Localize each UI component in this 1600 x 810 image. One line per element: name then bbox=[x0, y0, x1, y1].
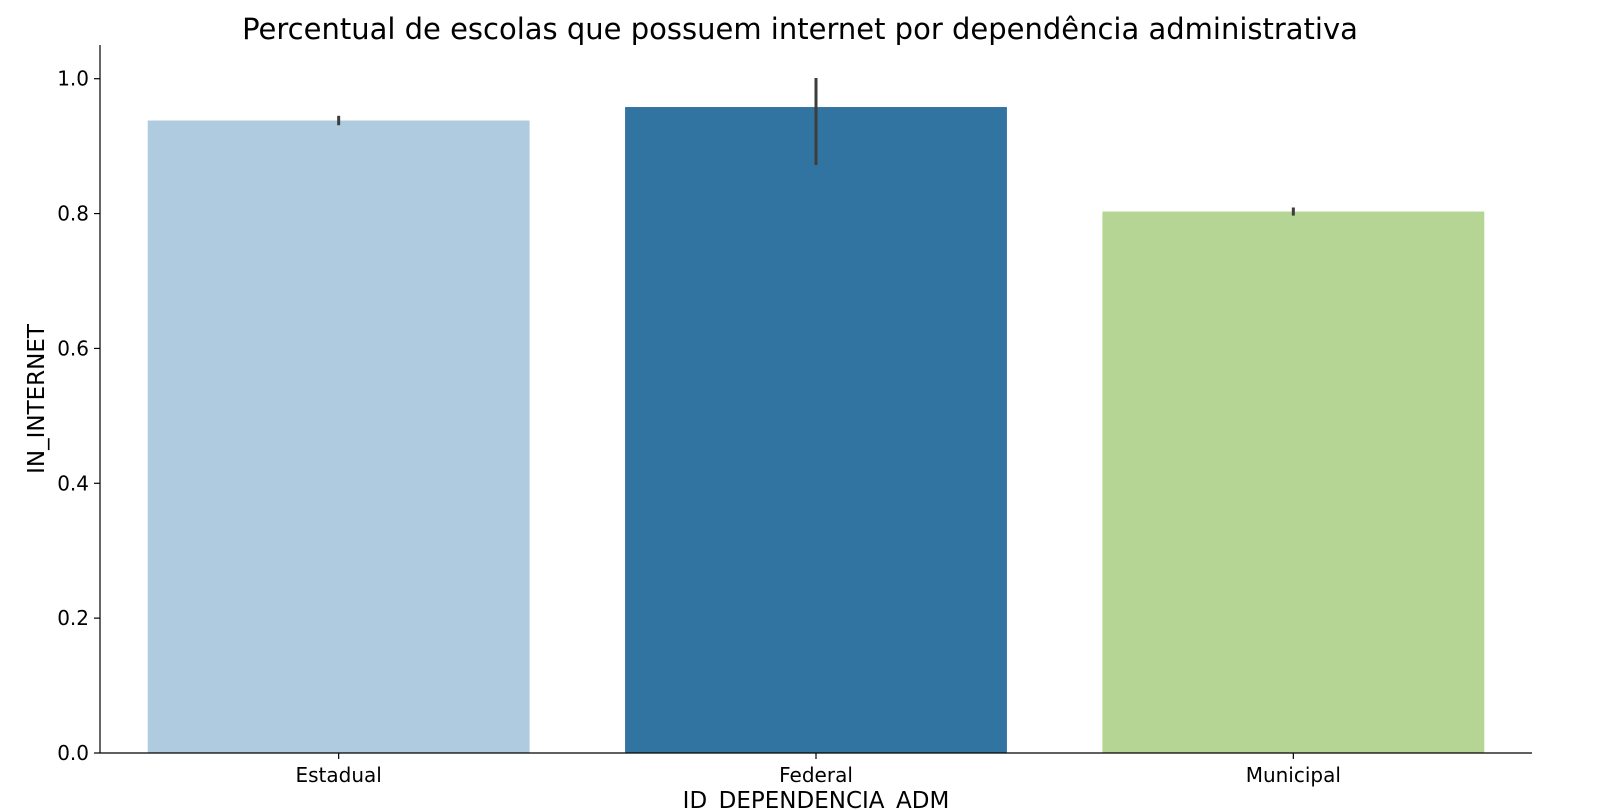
bar-municipal bbox=[1102, 212, 1484, 753]
x-tick-label-estadual: Estadual bbox=[295, 763, 381, 787]
x-tick-label-federal: Federal bbox=[779, 763, 853, 787]
x-ticks-group: Estadual Federal Municipal bbox=[295, 753, 1340, 787]
bar-estadual bbox=[148, 121, 530, 753]
x-tick-label-municipal: Municipal bbox=[1246, 763, 1341, 787]
bar-federal bbox=[625, 107, 1007, 753]
x-axis-label: ID_DEPENDENCIA_ADM bbox=[683, 788, 950, 810]
y-tick-label: 0.4 bbox=[57, 471, 89, 495]
y-tick-label: 0.2 bbox=[57, 606, 89, 630]
y-tick-label: 0.8 bbox=[57, 202, 89, 226]
y-tick-label: 1.0 bbox=[57, 67, 89, 91]
y-axis-label: IN_INTERNET bbox=[24, 323, 50, 474]
y-tick-label: 0.0 bbox=[57, 741, 89, 765]
y-ticks-group: 0.0 0.2 0.4 0.6 0.8 1.0 bbox=[57, 67, 100, 765]
y-tick-label: 0.6 bbox=[57, 336, 89, 360]
bars-group bbox=[148, 107, 1485, 753]
